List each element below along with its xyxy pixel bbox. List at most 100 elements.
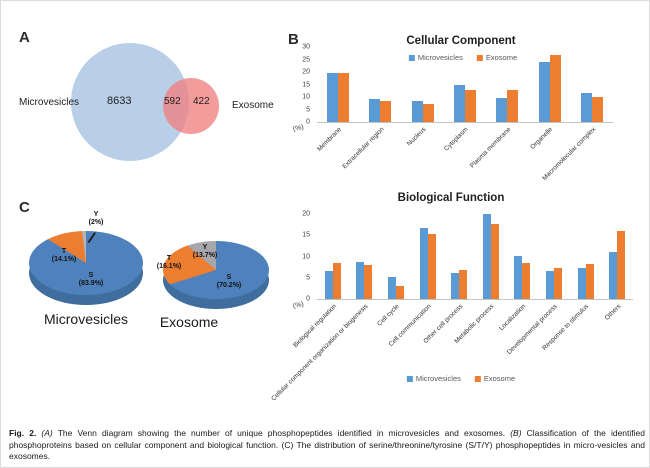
slice-percent: (83.9%) [78,280,104,287]
bar-microvesicles [327,73,339,122]
figure-caption: Fig. 2. (A) The Venn diagram showing the… [9,428,645,463]
bar-microvesicles [453,85,465,122]
x-tick-label: Organelle [529,126,555,151]
legend-swatch-icon [476,54,483,61]
y-tick-label: 20 [302,210,310,218]
caption-segment: Fig. 2. [9,428,37,438]
legend-item: Exosome [476,53,518,62]
x-tick-label: Localization [498,303,528,333]
caption-segment: (A) [36,428,53,438]
y-tick-label: 20 [302,68,310,76]
bar-microvesicles [580,93,592,122]
panel-c-label: C [19,199,30,216]
slice-letter: S [226,274,232,281]
bar-exosome [395,285,404,299]
bar-group [443,214,475,299]
bar-exosome [464,90,476,122]
slice-letter: T [166,255,172,262]
venn-value-exosome: 422 [193,96,210,107]
bar-group [412,214,444,299]
bar-group [317,214,349,299]
pie-slice-label-t: T (16.1%) [157,255,182,271]
legend-label: Microvesicles [417,53,463,62]
bar-exosome [490,224,499,299]
legend-label: Exosome [485,53,518,62]
pie-microvesicles: Y (2%) T (14.1%) S (83.9%) Microvesicles [25,206,165,336]
pie-slice-label-y: Y (13.7%) [193,244,218,260]
caption-segment: Classification of the identified phospho… [9,428,645,461]
bar-microvesicles [514,256,523,299]
panel-b-label: B [288,31,299,48]
bar-exosome [522,263,531,299]
x-tick-label: Cytoplasm [443,126,470,153]
bar-group [444,47,486,122]
legend-item: Microvesicles [408,53,463,62]
bar-exosome [591,97,603,122]
chart-title: Cellular Component [406,35,516,47]
bar-microvesicles [369,98,381,122]
bar-microvesicles [538,61,550,122]
pie-slice-label-s: S (83.9%) [79,272,104,288]
pie-title: Microvesicles [43,311,129,327]
slice-percent: (14.1%) [51,256,77,263]
legend-item: Exosome [474,374,516,383]
y-tick-label: 10 [302,253,310,260]
y-tick-label: 25 [302,56,310,63]
bar-exosome [422,103,434,122]
legend-label: Exosome [483,374,516,383]
bar-microvesicles [496,97,508,122]
plot-area [317,47,613,123]
slice-percent: (70.2%) [216,282,242,289]
y-tick-label: 10 [302,93,310,101]
y-axis-unit: (%) [292,123,305,134]
bar-microvesicles [545,270,554,299]
y-tick-label: 15 [302,81,310,88]
bar-exosome [585,264,594,299]
bar-microvesicles [419,228,428,299]
slice-percent: (2%) [88,219,104,226]
bar-group [402,47,444,122]
bar-group [349,214,381,299]
bar-exosome [459,269,468,299]
x-tick-label: Plasma membrane [468,126,513,170]
bar-group [380,214,412,299]
x-axis-labels: Membrane Extracellular region Nucleus Cytop… [316,123,613,183]
x-tick-label: Nucleus [406,126,428,148]
bar-exosome [364,264,373,299]
bar-exosome [338,73,350,122]
slice-percent: (13.7%) [192,252,218,259]
bar-exosome [617,231,626,299]
bar-group [601,214,633,299]
pie-slice-label-t: T (14.1%) [52,248,77,264]
venn-value-overlap: 592 [164,96,181,107]
pie-title: Exosome [159,314,219,330]
pie-chart [29,231,143,295]
pie-slice-label-s: S (70.2%) [217,274,242,290]
cellular-component-chart: Cellular Component Microvesicles Exosome … [291,31,636,186]
slice-letter: Y [202,244,208,251]
biological-function-chart: Biological Function 0 5 10 15 20 (%) Biologi… [270,186,641,402]
bar-microvesicles [324,270,333,299]
caption-segment: The Venn diagram showing the number of u… [52,428,511,438]
x-tick-label: Membrane [316,126,344,153]
legend-item: Microvesicles [406,374,461,383]
venn-value-microvesicles: 8633 [107,95,132,107]
bar-group [475,214,507,299]
bar-group [317,47,359,122]
venn-label-exosome: Exosome [232,100,274,111]
panel-a-label: A [19,29,30,46]
y-axis: 0 5 10 15 20 [291,210,315,303]
slice-letter: T [61,248,67,255]
y-axis: 0 5 10 15 20 25 30 [291,44,315,126]
bar-group [528,47,570,122]
bar-group [359,47,401,122]
bar-group [538,214,570,299]
bar-microvesicles [356,262,365,299]
bar-group [571,47,613,122]
chart-legend: Microvesicles Exosome [408,53,518,62]
bar-group [507,214,539,299]
y-axis-unit: (%) [292,300,305,311]
bar-exosome [507,89,519,122]
legend-swatch-icon [408,54,415,61]
